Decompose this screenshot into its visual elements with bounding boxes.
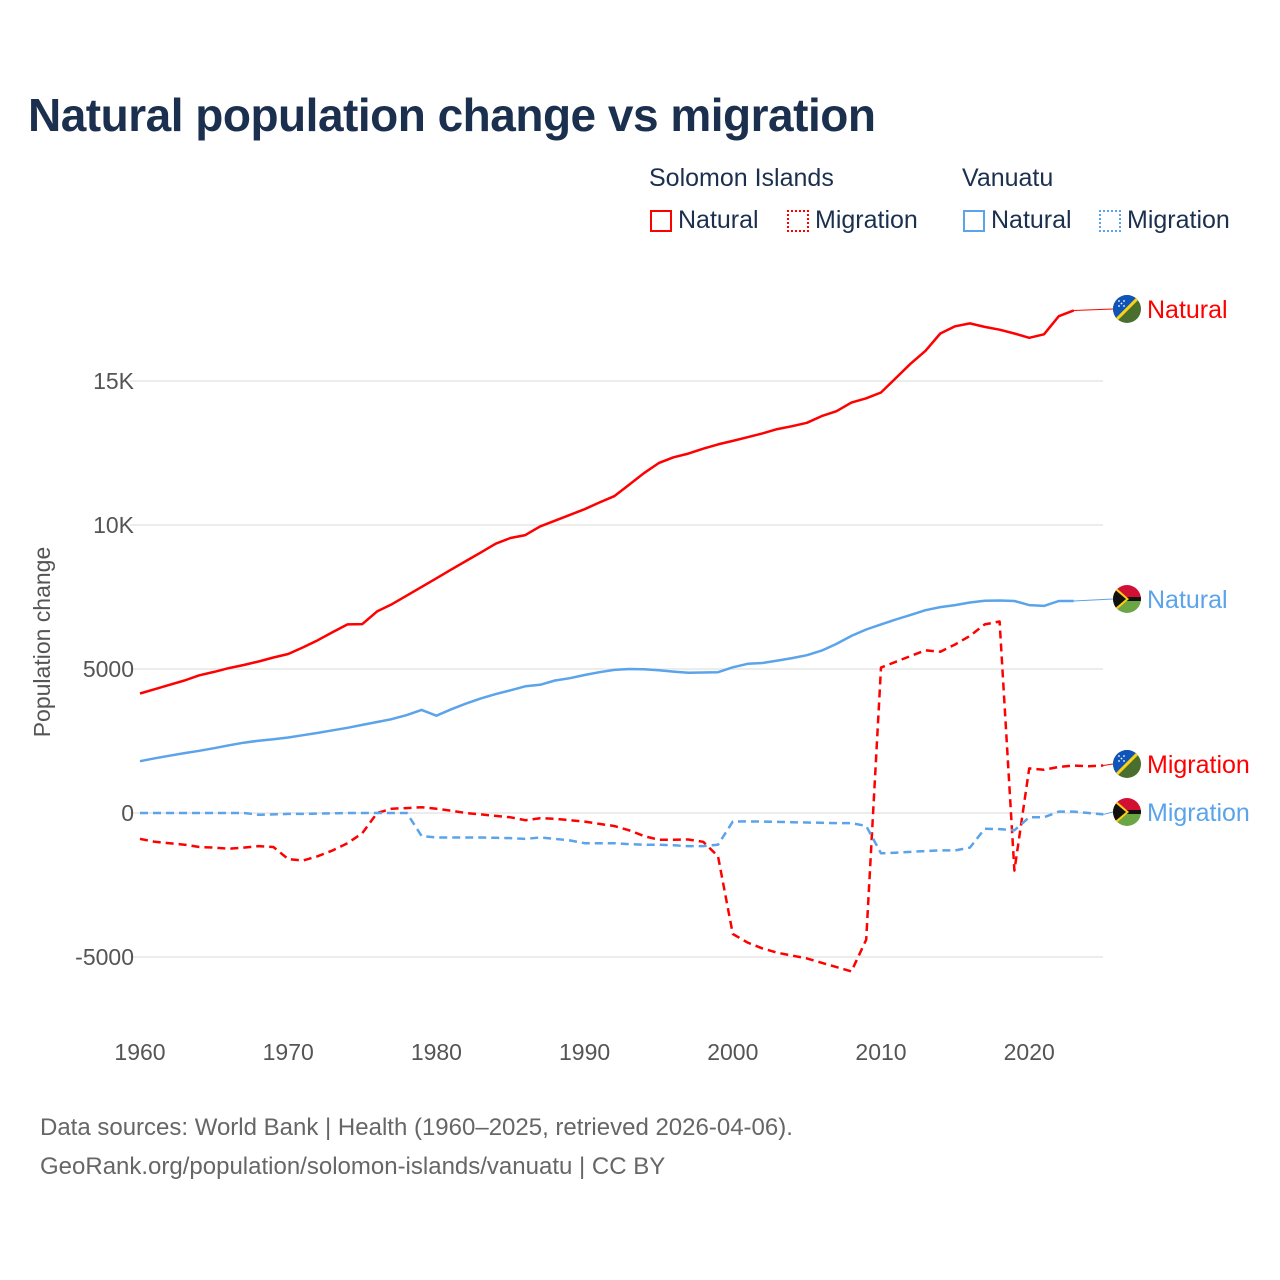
vanuatu-flag-icon bbox=[1113, 585, 1141, 613]
legend-label: Migration bbox=[815, 206, 918, 234]
x-tick-label: 1980 bbox=[411, 1039, 462, 1065]
end-connector bbox=[1103, 763, 1114, 766]
legend-swatch-dotted-blue bbox=[1099, 209, 1121, 232]
legend-solomon-migration[interactable]: Migration bbox=[787, 206, 918, 235]
legend-label: Migration bbox=[1127, 206, 1230, 234]
y-tick-label: 10K bbox=[93, 512, 135, 538]
end-label: Migration bbox=[1147, 751, 1250, 779]
y-tick-label: 0 bbox=[121, 800, 134, 826]
y-axis-label: Population change bbox=[29, 547, 55, 738]
footer-sources: Data sources: World Bank | Health (1960–… bbox=[40, 1114, 793, 1141]
legend-group-solomon-islands: Solomon Islands bbox=[649, 164, 834, 192]
series-line-vanuatu-migration[interactable] bbox=[140, 810, 1104, 855]
footer: Data sources: World Bank | Health (1960–… bbox=[40, 1108, 793, 1186]
y-tick-label: -5000 bbox=[75, 944, 134, 970]
x-tick-label: 1990 bbox=[559, 1039, 610, 1065]
end-label: Migration bbox=[1147, 799, 1250, 827]
end-connector bbox=[1073, 308, 1114, 311]
legend-swatch-dotted-red bbox=[787, 209, 809, 232]
legend-group-vanuatu: Vanuatu bbox=[962, 164, 1054, 192]
end-label: Natural bbox=[1147, 296, 1228, 324]
y-tick-label: 15K bbox=[93, 368, 135, 394]
solomon-islands-flag-icon bbox=[1113, 750, 1141, 778]
legend-swatch-solid-red bbox=[650, 209, 672, 232]
solomon-islands-flag-icon bbox=[1113, 295, 1141, 323]
end-connector bbox=[1103, 811, 1114, 815]
vanuatu-flag-icon bbox=[1113, 798, 1141, 826]
legend-solomon-natural[interactable]: Natural bbox=[650, 206, 759, 235]
footer-link[interactable]: GeoRank.org/population/solomon-islands/v… bbox=[40, 1153, 666, 1180]
x-tick-label: 1960 bbox=[114, 1039, 165, 1065]
x-tick-label: 1970 bbox=[263, 1039, 314, 1065]
series-line-vanuatu-natural[interactable] bbox=[139, 599, 1074, 763]
y-tick-label: 5000 bbox=[83, 656, 134, 682]
end-label: Natural bbox=[1147, 586, 1228, 614]
legend-vanuatu-migration[interactable]: Migration bbox=[1099, 206, 1230, 235]
legend-swatch-solid-blue bbox=[963, 209, 985, 232]
end-connector bbox=[1073, 598, 1114, 602]
series-line-solomon-islands-natural[interactable] bbox=[139, 309, 1075, 695]
series-line-solomon-islands-migration[interactable] bbox=[139, 620, 1104, 973]
x-tick-label: 2020 bbox=[1004, 1039, 1055, 1065]
legend-label: Natural bbox=[678, 206, 759, 234]
x-tick-label: 2000 bbox=[707, 1039, 758, 1065]
legend-label: Natural bbox=[991, 206, 1072, 234]
x-tick-label: 2010 bbox=[855, 1039, 906, 1065]
chart-title: Natural population change vs migration bbox=[28, 89, 876, 141]
legend-vanuatu-natural[interactable]: Natural bbox=[963, 206, 1072, 235]
